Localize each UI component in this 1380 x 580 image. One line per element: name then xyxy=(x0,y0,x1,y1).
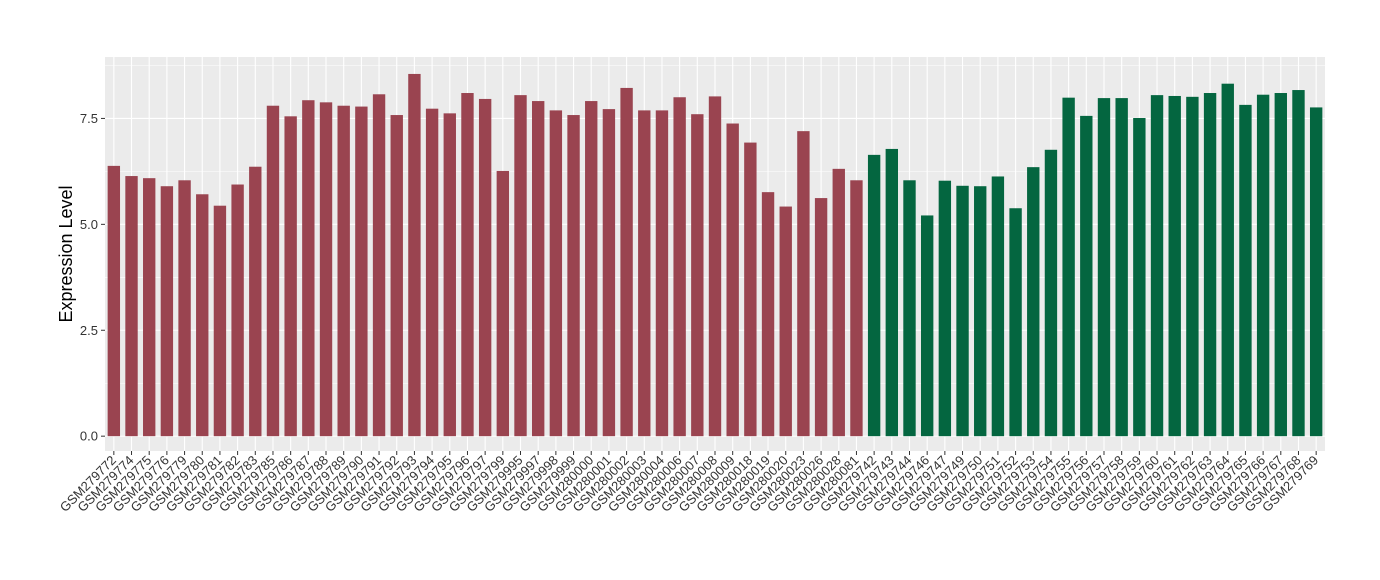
bar-gsm279761 xyxy=(1168,95,1181,437)
bar-gsm280028 xyxy=(832,168,845,437)
bar-gsm279755 xyxy=(1062,97,1075,437)
x-axis: GSM279772GSM279774GSM279775GSM279776GSM2… xyxy=(57,451,1321,515)
bar-gsm279753 xyxy=(1027,167,1040,437)
bar-gsm279786 xyxy=(284,116,297,437)
bar-gsm279795 xyxy=(443,113,456,437)
bar-gsm279772 xyxy=(107,165,121,437)
bar-gsm279746 xyxy=(920,215,934,437)
bar-gsm279793 xyxy=(408,73,421,437)
bar-gsm280026 xyxy=(814,198,828,437)
bar-gsm279775 xyxy=(143,178,156,437)
y-tick-label: 2.5 xyxy=(80,323,98,338)
bar-gsm280000 xyxy=(585,101,598,437)
bar-gsm279787 xyxy=(302,100,315,437)
bar-gsm279757 xyxy=(1097,98,1111,437)
bar-gsm279760 xyxy=(1150,95,1164,437)
bar-gsm279998 xyxy=(549,110,563,437)
bar-gsm279796 xyxy=(461,93,474,437)
bar-gsm279769 xyxy=(1309,107,1323,437)
y-axis-title: Expression Level xyxy=(56,185,76,322)
bar-gsm279997 xyxy=(532,101,545,437)
bar-gsm279762 xyxy=(1186,96,1199,437)
y-tick-label: 5.0 xyxy=(80,217,98,232)
bar-gsm279767 xyxy=(1274,93,1287,437)
bar-gsm279794 xyxy=(425,108,439,437)
bar-gsm279743 xyxy=(885,148,898,437)
bar-gsm279774 xyxy=(125,176,138,437)
bar-gsm279788 xyxy=(319,102,333,437)
y-axis: 0.0 2.5 5.0 7.5 xyxy=(80,111,105,444)
bar-gsm279782 xyxy=(231,184,244,437)
bar-gsm279742 xyxy=(867,154,881,437)
bar-gsm280001 xyxy=(602,109,616,437)
bar-gsm279766 xyxy=(1256,94,1270,437)
bar-gsm279765 xyxy=(1239,104,1252,437)
bar-gsm280007 xyxy=(691,114,704,437)
bar-gsm279758 xyxy=(1115,98,1128,437)
bar-gsm279785 xyxy=(266,105,280,437)
bar-gsm279752 xyxy=(1009,208,1022,437)
bars xyxy=(107,73,1323,437)
bar-gsm279747 xyxy=(938,180,952,437)
bar-gsm279779 xyxy=(178,180,191,437)
bar-gsm280008 xyxy=(708,96,722,437)
bar-gsm279768 xyxy=(1292,90,1305,437)
bar-gsm280006 xyxy=(673,97,686,437)
bar-gsm279995 xyxy=(514,95,527,437)
y-tick-label: 7.5 xyxy=(80,111,98,126)
bar-gsm280003 xyxy=(638,110,651,437)
y-tick-label: 0.0 xyxy=(80,429,98,444)
bar-gsm279759 xyxy=(1133,118,1146,437)
bar-gsm279799 xyxy=(496,170,510,437)
bar-gsm279780 xyxy=(196,194,209,437)
bar-gsm279783 xyxy=(249,166,262,437)
bar-gsm280023 xyxy=(797,131,810,437)
bar-gsm279749 xyxy=(956,185,969,437)
bar-gsm279999 xyxy=(567,115,580,437)
bar-gsm279776 xyxy=(160,186,174,437)
bar-gsm280018 xyxy=(744,142,757,437)
bar-gsm280019 xyxy=(761,192,775,437)
bar-gsm279763 xyxy=(1203,93,1217,437)
bar-gsm279764 xyxy=(1221,83,1234,437)
bar-gsm279756 xyxy=(1080,115,1093,437)
bar-gsm279789 xyxy=(337,105,350,437)
bar-gsm279797 xyxy=(478,98,492,437)
bar-gsm279790 xyxy=(355,106,368,437)
bar-gsm280002 xyxy=(620,87,633,437)
bar-gsm279751 xyxy=(991,176,1005,437)
bar-gsm279744 xyxy=(903,180,916,437)
bar-gsm280004 xyxy=(655,110,669,437)
bar-gsm279791 xyxy=(372,94,386,437)
bar-gsm279750 xyxy=(974,186,987,437)
bar-gsm279781 xyxy=(213,205,227,437)
bar-gsm280020 xyxy=(779,206,792,437)
bar-gsm279754 xyxy=(1044,149,1058,437)
bar-gsm280009 xyxy=(726,123,739,437)
bar-gsm279792 xyxy=(390,115,403,437)
bar-gsm280081 xyxy=(850,180,863,437)
